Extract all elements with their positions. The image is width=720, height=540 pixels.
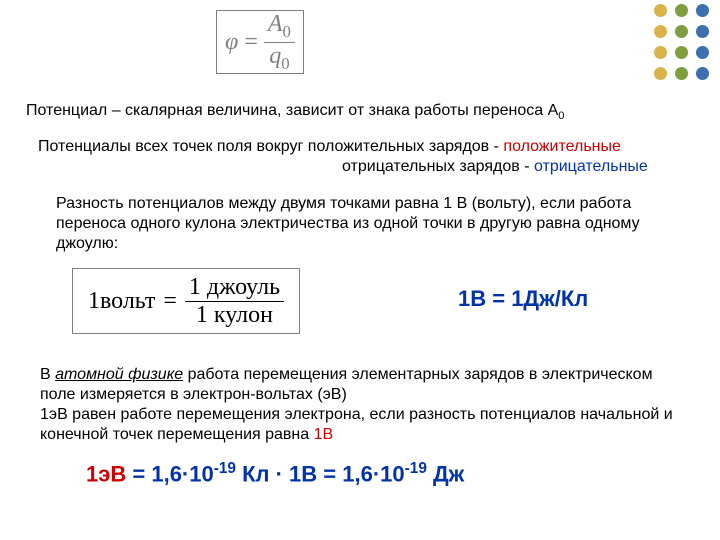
- text-negative-charges: отрицательных зарядов - отрицательные: [342, 158, 648, 176]
- equation-ev-value: 1эВ = 1,6·10-19 Кл · 1В = 1,6·10-19 Дж: [86, 460, 464, 487]
- decor-dot: [675, 25, 688, 38]
- text-atomic-physics: В атомной физике работа перемещения элем…: [40, 365, 660, 405]
- decor-dot: [654, 67, 667, 80]
- formula-phi: φ = A0 q0: [216, 10, 304, 74]
- decor-dot: [654, 25, 667, 38]
- corner-dots: [654, 4, 714, 96]
- text-potential-scalar: Потенциал – скалярная величина, зависит …: [26, 102, 565, 122]
- decor-dot: [696, 4, 709, 17]
- decor-dot: [675, 46, 688, 59]
- text-ev-definition: 1эВ равен работе перемещения электрона, …: [40, 405, 680, 445]
- decor-dot: [696, 67, 709, 80]
- formula-volt: 1вольт = 1 джоуль 1 кулон: [72, 268, 300, 334]
- decor-dot: [696, 46, 709, 59]
- text-positive-charges: Потенциалы всех точек поля вокруг положи…: [38, 138, 621, 156]
- decor-dot: [675, 4, 688, 17]
- decor-dot: [675, 67, 688, 80]
- decor-dot: [696, 25, 709, 38]
- text-volt-definition: Разность потенциалов между двумя точками…: [56, 194, 656, 254]
- decor-dot: [654, 46, 667, 59]
- decor-dot: [654, 4, 667, 17]
- equation-volt-units: 1В = 1Дж/Кл: [458, 286, 588, 312]
